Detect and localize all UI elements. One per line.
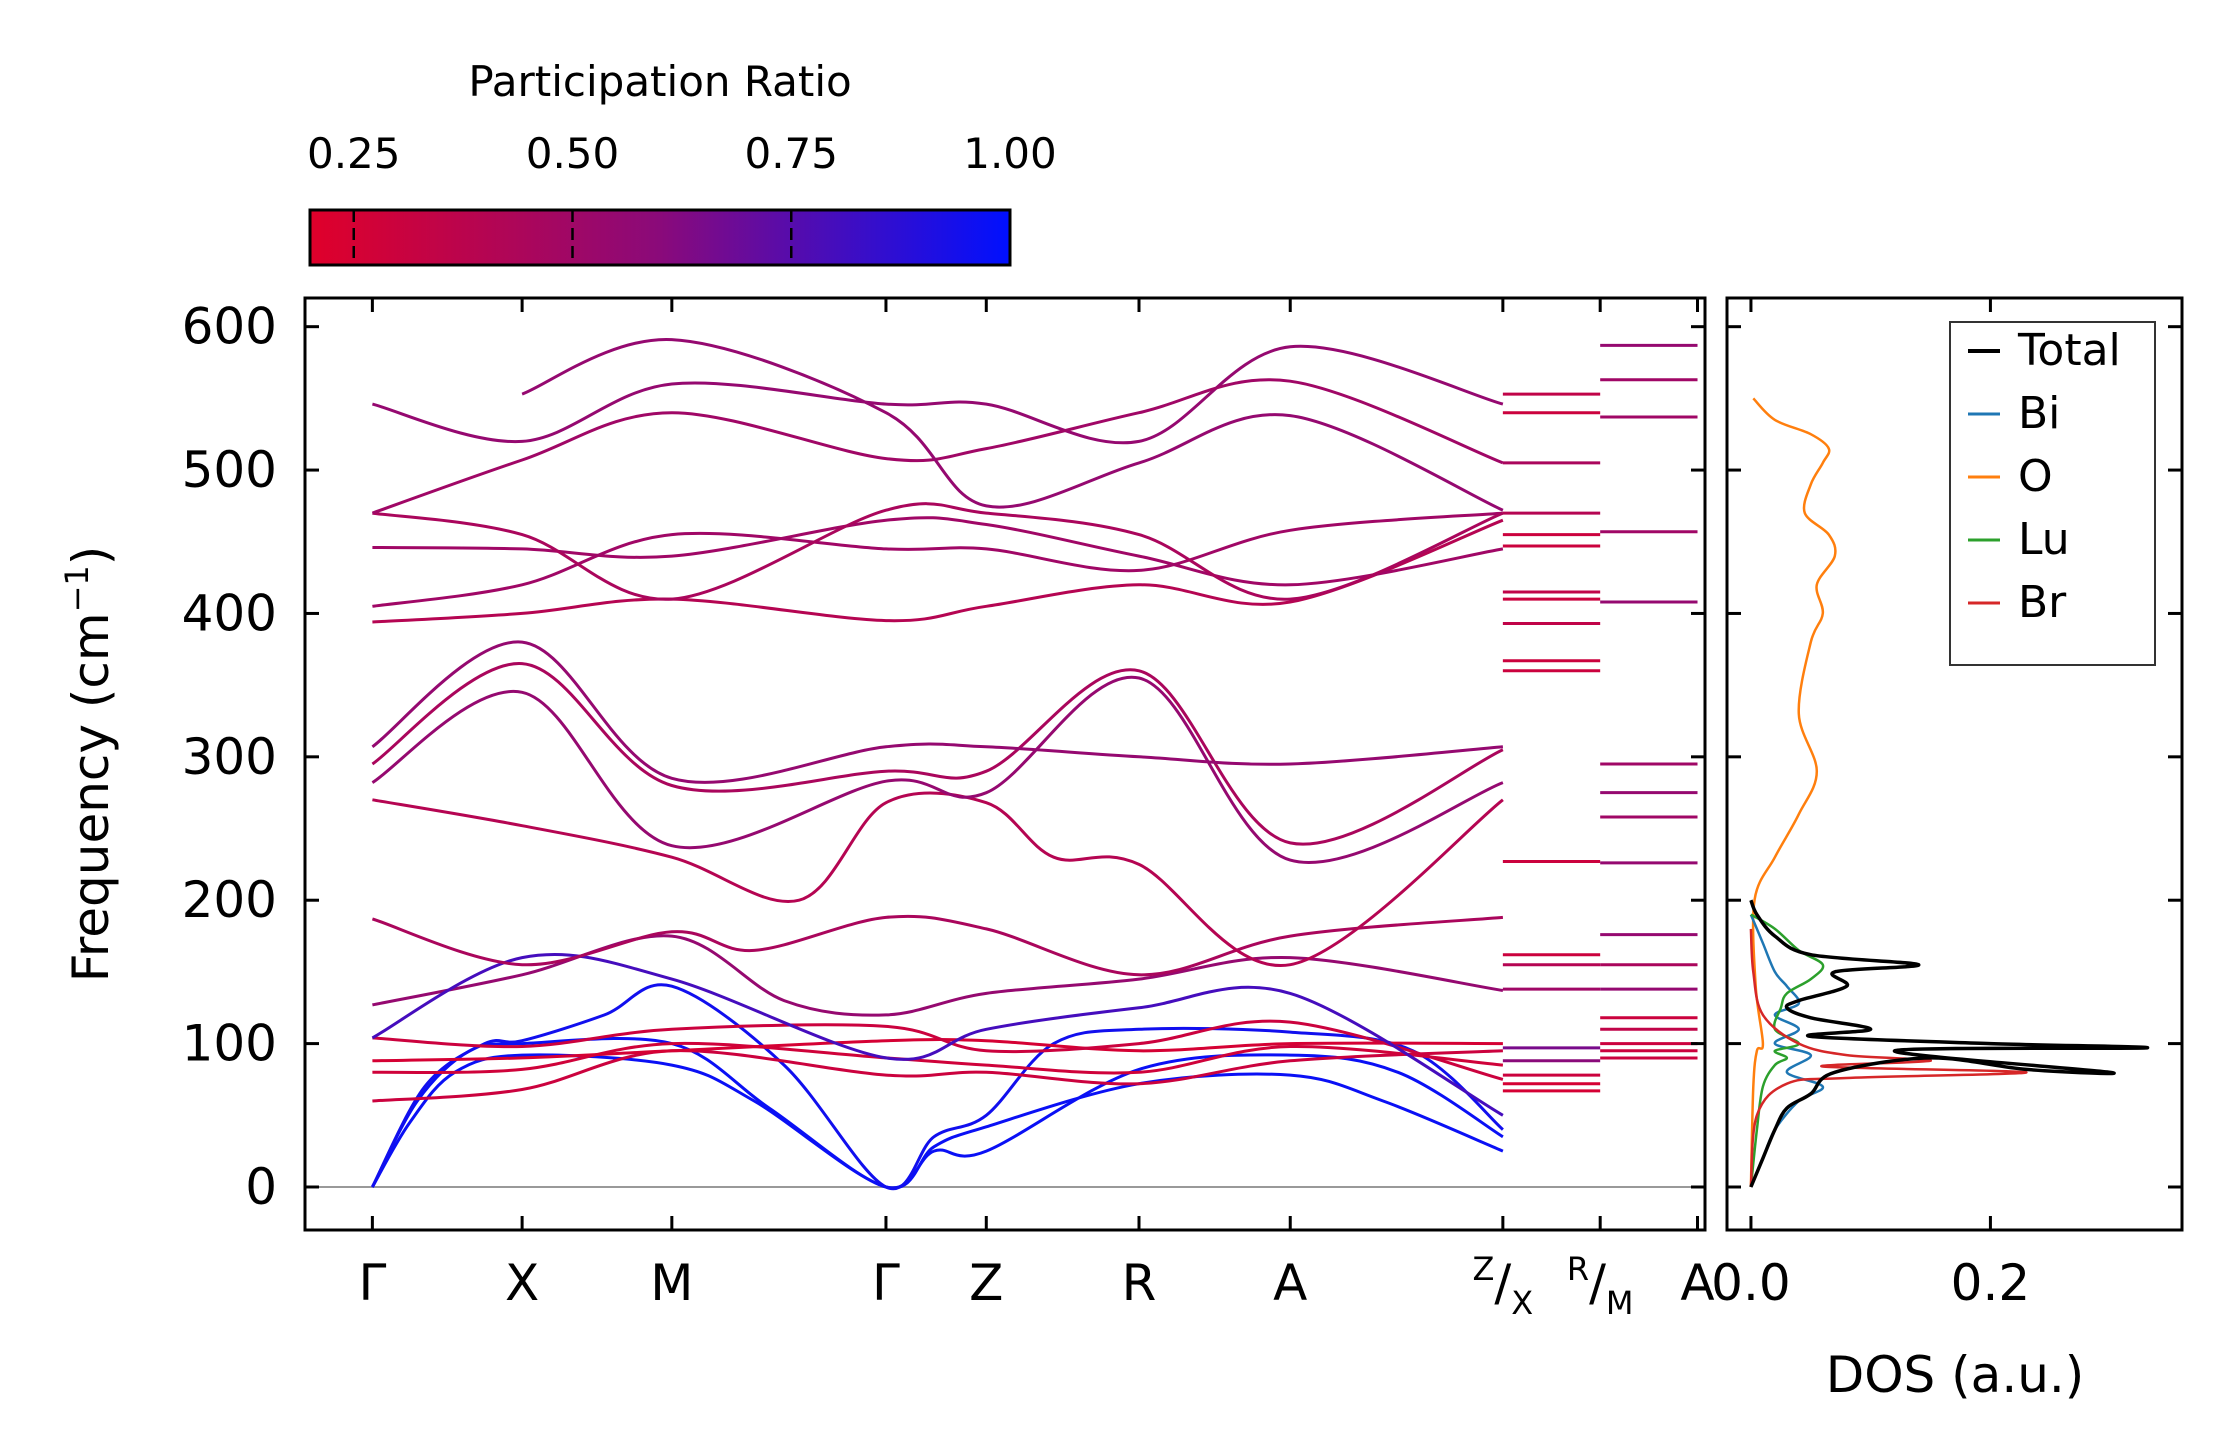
band-x-tick-label: R (1122, 1254, 1157, 1312)
band-y-tick-label: 500 (182, 441, 277, 499)
colorbar-title: Participation Ratio (468, 57, 851, 106)
colorbar: Participation Ratio 0.25 0.50 0.75 1.00 (307, 57, 1057, 267)
band-x-tick-label: Z/X (1473, 1250, 1534, 1322)
band-y-tick-label: 600 (182, 298, 277, 356)
band-line (371, 952, 1504, 1117)
band-x-tick-label: M (650, 1254, 693, 1312)
band-line (521, 338, 1504, 512)
band-line (371, 914, 1504, 977)
band-x-tick-label: X (505, 1254, 539, 1312)
band-x-tick-label: Γ (872, 1254, 900, 1312)
legend-label: Br (2018, 577, 2067, 628)
band-line (372, 516, 1504, 587)
band-line (371, 378, 1504, 515)
dos-legend: Total Bi O Lu Br (1949, 321, 2156, 666)
legend-label: Total (2017, 325, 2121, 376)
ylabel-sup: −1 (58, 565, 96, 612)
legend-label: O (2018, 451, 2053, 502)
dos-x-tick-label: 0.0 (1711, 1254, 1791, 1312)
legend-label: Bi (2018, 388, 2060, 439)
band-line (372, 1049, 1503, 1103)
band-line (372, 502, 1504, 601)
band-line (371, 662, 1504, 846)
dos-panel: 0.0 0.2 DOS (a.u.) Total Bi O Lu Br (1711, 296, 2184, 1404)
flat-levels (1502, 343, 1698, 1093)
band-lines (371, 338, 1504, 1191)
band-x-ticks: Γ X M Γ Z R A Z/X R/M A (358, 298, 1715, 1322)
legend-items: Total Bi O Lu Br (1968, 325, 2121, 628)
band-line (372, 791, 1504, 968)
legend-box (1949, 321, 2156, 666)
colorbar-ticks: 0.25 0.50 0.75 1.00 (307, 129, 1057, 265)
dos-line-total (1749, 899, 2150, 1188)
band-y-axis-label: Frequency (cm−1) (58, 546, 120, 983)
band-line (371, 675, 1504, 864)
band-line (372, 344, 1504, 445)
band-x-tick-label: A (1680, 1254, 1714, 1312)
band-x-tick-label: A (1273, 1254, 1307, 1312)
dos-line-bi (1749, 914, 1825, 1188)
dos-line-o (1749, 397, 1837, 1188)
band-y-tick-label: 300 (182, 728, 277, 786)
colorbar-gradient (308, 208, 1012, 267)
band-y-tick-label: 100 (182, 1015, 277, 1073)
band-y-tick-label: 200 (182, 871, 277, 929)
ylabel-main: Frequency (cm (62, 612, 120, 982)
dos-axes-frame (1725, 296, 2184, 1232)
colorbar-tick-label: 0.25 (307, 129, 401, 178)
dos-lines (1749, 397, 2150, 1188)
band-x-tick-label: Γ (358, 1254, 386, 1312)
band-structure-panel: 0 100 200 300 400 500 600 Γ X M Γ Z R A Z/X R/M A Frequ… (58, 296, 1715, 1322)
legend-label: Lu (2018, 514, 2070, 565)
band-line (372, 1019, 1504, 1081)
colorbar-tick-label: 0.75 (744, 129, 838, 178)
colorbar-tick-label: 1.00 (963, 129, 1057, 178)
dos-x-tick-label: 0.2 (1951, 1254, 2031, 1312)
band-y-ticks: 0 100 200 300 400 500 600 (182, 298, 1705, 1216)
dos-line-br (1749, 928, 2028, 1188)
band-x-tick-label: Z (969, 1254, 1003, 1312)
band-line (372, 511, 1504, 608)
band-line (372, 934, 1504, 1017)
dos-x-axis-label: DOS (a.u.) (1826, 1346, 2085, 1404)
ylabel-close: ) (62, 546, 120, 566)
band-y-tick-label: 400 (182, 584, 277, 642)
band-x-tick-label: R/M (1567, 1250, 1634, 1322)
band-axes-frame (303, 296, 1707, 1232)
band-line (372, 518, 1504, 624)
colorbar-tick-label: 0.50 (526, 129, 620, 178)
band-y-tick-label: 0 (245, 1158, 277, 1216)
band-line (371, 983, 1504, 1191)
dos-ticks: 0.0 0.2 (1711, 298, 2182, 1312)
band-line (372, 1041, 1504, 1075)
band-line (371, 640, 1504, 784)
